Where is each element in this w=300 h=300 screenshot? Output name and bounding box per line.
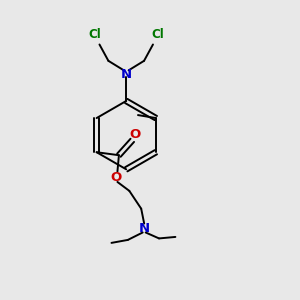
Text: N: N bbox=[139, 221, 150, 235]
Text: O: O bbox=[110, 171, 122, 184]
Text: Cl: Cl bbox=[151, 28, 164, 40]
Text: Cl: Cl bbox=[88, 28, 101, 40]
Text: N: N bbox=[121, 68, 132, 81]
Text: O: O bbox=[129, 128, 140, 141]
